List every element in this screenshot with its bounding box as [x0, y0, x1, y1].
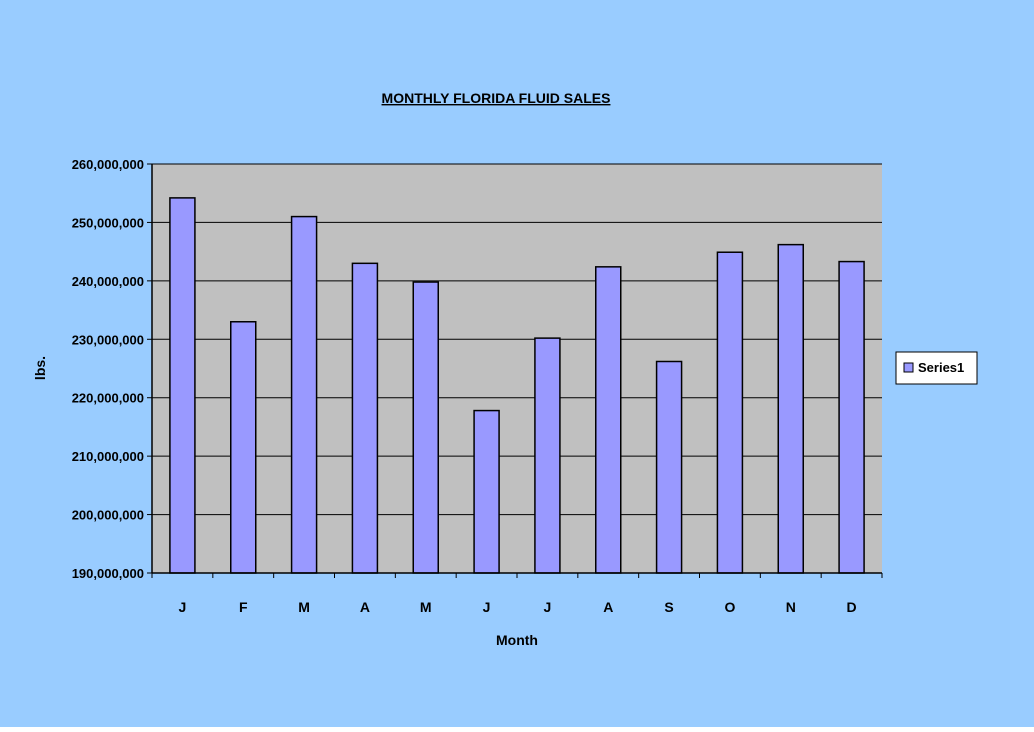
chart-title: MONTHLY FLORIDA FLUID SALES	[382, 90, 611, 106]
y-tick-label: 220,000,000	[72, 391, 144, 406]
x-tick-label: A	[603, 599, 613, 615]
y-tick-label: 240,000,000	[72, 274, 144, 289]
plot-area	[152, 164, 882, 573]
y-axis-ticks: 190,000,000 200,000,000 210,000,000 220,000…	[72, 157, 152, 581]
bar-3	[351, 262, 379, 574]
bar-4	[412, 281, 439, 574]
bar-2	[290, 215, 318, 574]
y-tick-label: 190,000,000	[72, 566, 144, 581]
y-tick-label: 230,000,000	[72, 332, 144, 347]
bar-9	[716, 251, 744, 574]
y-tick-label: 260,000,000	[72, 157, 144, 172]
y-axis-label: lbs.	[32, 356, 48, 380]
bar-1	[230, 321, 257, 574]
y-tick-label: 200,000,000	[72, 508, 144, 523]
legend: Series1	[895, 351, 978, 385]
x-tick-label: M	[298, 599, 310, 615]
legend-swatch	[903, 362, 914, 373]
bar-10	[777, 243, 804, 574]
gridlines	[152, 163, 882, 516]
x-tick-label: J	[483, 599, 491, 615]
x-tick-label: F	[239, 599, 248, 615]
y-tick-label: 210,000,000	[72, 449, 144, 464]
x-tick-label: A	[360, 599, 370, 615]
bar-5	[473, 409, 500, 574]
bar-0	[169, 197, 196, 574]
bar-8	[655, 360, 683, 574]
bar-7	[595, 266, 622, 574]
x-tick-label: M	[420, 599, 432, 615]
y-tick-label: 250,000,000	[72, 215, 144, 230]
bar-6	[534, 337, 561, 574]
x-tick-label: J	[179, 599, 187, 615]
bar-11	[838, 260, 865, 574]
x-tick-label: D	[847, 599, 857, 615]
x-tick-label: O	[724, 599, 735, 615]
x-tick-label: S	[664, 599, 673, 615]
x-tick-label: N	[786, 599, 796, 615]
x-tick-label: J	[544, 599, 552, 615]
legend-label-series1: Series1	[918, 360, 964, 375]
x-axis-label: Month	[496, 632, 538, 648]
